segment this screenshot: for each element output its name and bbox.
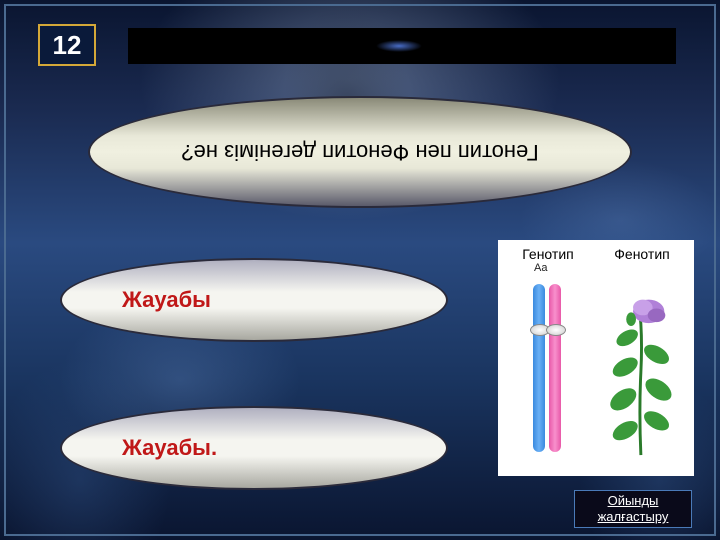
continue-label: Ойынды жалғастыру (575, 493, 691, 524)
answer-2-label: Жауабы. (122, 435, 217, 461)
diagram-left-header: Генотип (522, 246, 573, 262)
question-number-box: 12 (38, 24, 96, 66)
diagram-right-header: Фенотип (614, 246, 669, 262)
answer-option-2[interactable]: Жауабы. (60, 406, 448, 490)
question-bubble: Генотип пен Фенотип дегеніміз не? (88, 96, 632, 208)
diagram-header: Генотип Фенотип (502, 246, 690, 262)
plant-area (592, 278, 690, 466)
allele-label: Aa (534, 262, 690, 274)
chromosome-area (502, 278, 592, 466)
answer-1-label: Жауабы (122, 287, 211, 313)
genotype-phenotype-diagram: Генотип Фенотип Aa (498, 240, 694, 476)
quiz-slide: 12 Генотип пен Фенотип дегеніміз не? Жау… (0, 0, 720, 540)
title-bar (128, 28, 676, 64)
chromosome-pink-icon (549, 284, 561, 452)
chromosome-blue-icon (533, 284, 545, 452)
plant-icon (592, 278, 690, 466)
question-text: Генотип пен Фенотип дегеніміз не? (141, 138, 578, 166)
question-number: 12 (53, 30, 82, 61)
continue-button[interactable]: Ойынды жалғастыру (574, 490, 692, 528)
diagram-body (502, 278, 690, 466)
answer-option-1[interactable]: Жауабы (60, 258, 448, 342)
